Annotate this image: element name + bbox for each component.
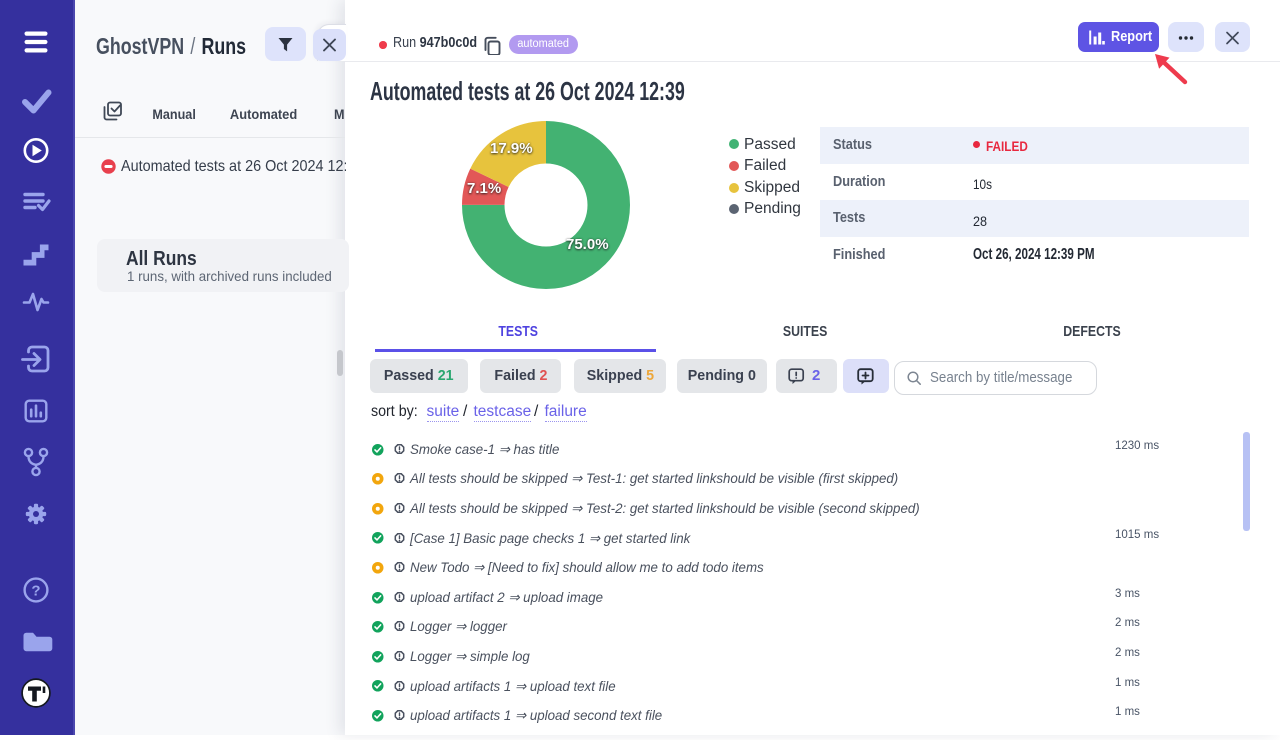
- svg-text:?: ?: [31, 583, 40, 600]
